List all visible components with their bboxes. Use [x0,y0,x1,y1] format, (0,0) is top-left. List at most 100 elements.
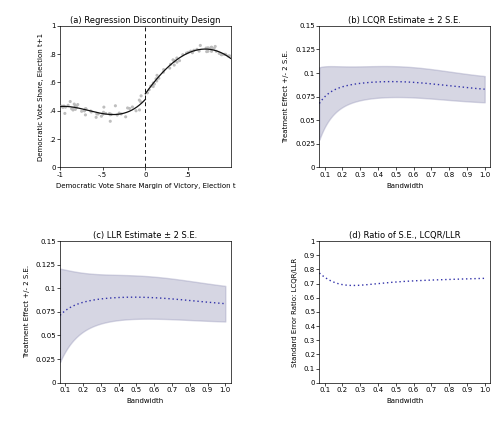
Point [149,83,157,90]
X-axis label: Bandwidth: Bandwidth [386,399,424,405]
Point [100,104,108,111]
Point [212,48,220,55]
Point [59,104,67,111]
Point [147,83,155,89]
Point [173,55,181,61]
Point [170,57,178,64]
Point [58,103,66,110]
Point [204,48,212,55]
Point [153,72,161,79]
Point [217,51,225,58]
Point [184,49,192,56]
Title: (a) Regression Discontinuity Design: (a) Regression Discontinuity Design [70,16,220,25]
Title: (b) LCQR Estimate ± 2 S.E.: (b) LCQR Estimate ± 2 S.E. [348,16,461,25]
Point [186,48,194,55]
Point [144,89,152,96]
Point [93,111,101,117]
Y-axis label: Democratic Vote Share, Election t+1: Democratic Vote Share, Election t+1 [38,33,44,161]
Point [80,107,88,114]
X-axis label: Bandwidth: Bandwidth [126,399,164,405]
Point [208,44,216,51]
Point [117,111,125,117]
Point [92,114,100,121]
Point [71,103,79,110]
Point [160,69,168,76]
Point [136,97,143,104]
Point [193,46,201,53]
Point [128,104,136,111]
Point [68,105,76,112]
Point [124,104,132,111]
Point [176,57,184,64]
Point [148,82,156,89]
Point [160,66,168,73]
Point [94,111,102,117]
Point [66,98,74,105]
Point [107,111,115,118]
Point [206,44,214,51]
Point [152,77,160,84]
Point [208,48,216,55]
Point [190,47,198,54]
Point [69,107,77,114]
Point [60,103,68,110]
Point [202,48,210,55]
Point [69,105,77,112]
Point [80,108,88,114]
Point [82,105,90,112]
Point [169,56,177,63]
Point [122,114,130,120]
Point [166,64,173,71]
Point [188,49,196,56]
Title: (c) LLR Estimate ± 2 S.E.: (c) LLR Estimate ± 2 S.E. [93,231,198,240]
Point [64,102,72,109]
Point [72,104,80,111]
Point [100,109,108,116]
Point [211,43,219,50]
Point [224,52,232,59]
Point [86,108,94,114]
X-axis label: Democratic Vote Share Margin of Victory, Election t: Democratic Vote Share Margin of Victory,… [56,183,235,189]
Point [126,105,134,112]
Title: (d) Ratio of S.E., LCQR/LLR: (d) Ratio of S.E., LCQR/LLR [349,231,461,240]
Y-axis label: Treatment Effect +/- 2 S.E.: Treatment Effect +/- 2 S.E. [284,50,290,143]
Point [132,108,140,114]
Point [182,50,190,57]
Point [173,59,181,66]
Point [155,75,163,82]
Point [170,61,178,68]
Point [106,111,114,118]
Point [152,75,160,82]
Point [113,112,121,119]
Point [179,51,187,58]
Point [222,51,230,58]
Point [88,108,96,115]
Point [137,92,145,99]
Point [136,98,144,105]
Point [204,44,212,51]
Y-axis label: Standard Error Ratio: LCQR/LLR: Standard Error Ratio: LCQR/LLR [292,257,298,366]
X-axis label: Bandwidth: Bandwidth [386,183,424,189]
Point [150,80,158,86]
Point [70,101,78,108]
Point [82,105,90,112]
Point [74,101,82,108]
Point [195,48,203,55]
Point [136,107,143,114]
Point [106,110,114,117]
Point [72,102,80,109]
Point [145,86,153,93]
Point [72,106,80,113]
Point [210,45,218,52]
Point [82,111,90,118]
Y-axis label: Treatment Effect +/- 2 S.E.: Treatment Effect +/- 2 S.E. [24,265,30,359]
Point [202,45,210,52]
Point [218,51,226,58]
Point [107,111,115,118]
Point [61,110,69,117]
Point [115,110,123,117]
Point [196,42,204,49]
Point [106,118,114,125]
Point [112,102,120,109]
Point [166,61,174,68]
